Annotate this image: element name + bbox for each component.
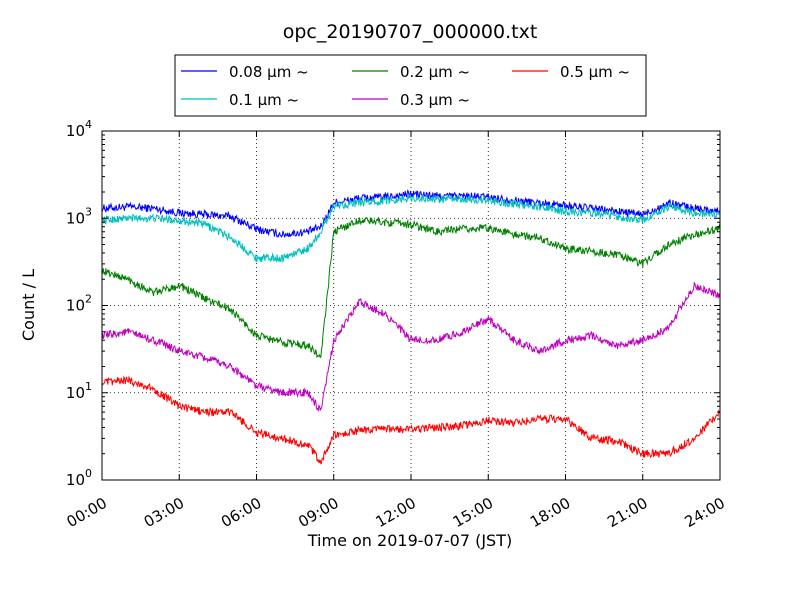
legend-label: 0.3 μm ~ bbox=[400, 91, 470, 109]
series-layer bbox=[101, 189, 721, 465]
y-tick-labels: 100 101 102 103 104 bbox=[66, 118, 92, 489]
legend-label: 0.2 μm ~ bbox=[400, 63, 470, 81]
series-line bbox=[101, 193, 721, 264]
ticks bbox=[101, 130, 721, 481]
legend-label: 0.5 μm ~ bbox=[560, 63, 630, 81]
series-line bbox=[101, 281, 721, 413]
legend: 0.08 μm ~ 0.1 μm ~ 0.2 μm ~ 0.3 μm ~ 0.5 μm … bbox=[174, 54, 647, 117]
y-tick-label: 103 bbox=[66, 205, 92, 227]
x-axis-label: Time on 2019-07-07 (JST) bbox=[307, 531, 512, 550]
chart-title: opc_20190707_000000.txt bbox=[283, 21, 538, 43]
y-tick-label: 104 bbox=[66, 118, 92, 140]
y-axis-label: Count / L bbox=[19, 269, 38, 341]
y-tick-label: 100 bbox=[66, 467, 92, 489]
y-tick-label: 102 bbox=[66, 293, 92, 315]
legend-label: 0.1 μm ~ bbox=[229, 91, 299, 109]
series-line bbox=[101, 189, 721, 239]
legend-box bbox=[174, 54, 647, 117]
series-line bbox=[101, 216, 721, 359]
legend-label: 0.08 μm ~ bbox=[229, 63, 309, 81]
y-tick-label: 101 bbox=[66, 380, 92, 402]
series-line bbox=[101, 375, 721, 465]
grid bbox=[102, 131, 720, 480]
